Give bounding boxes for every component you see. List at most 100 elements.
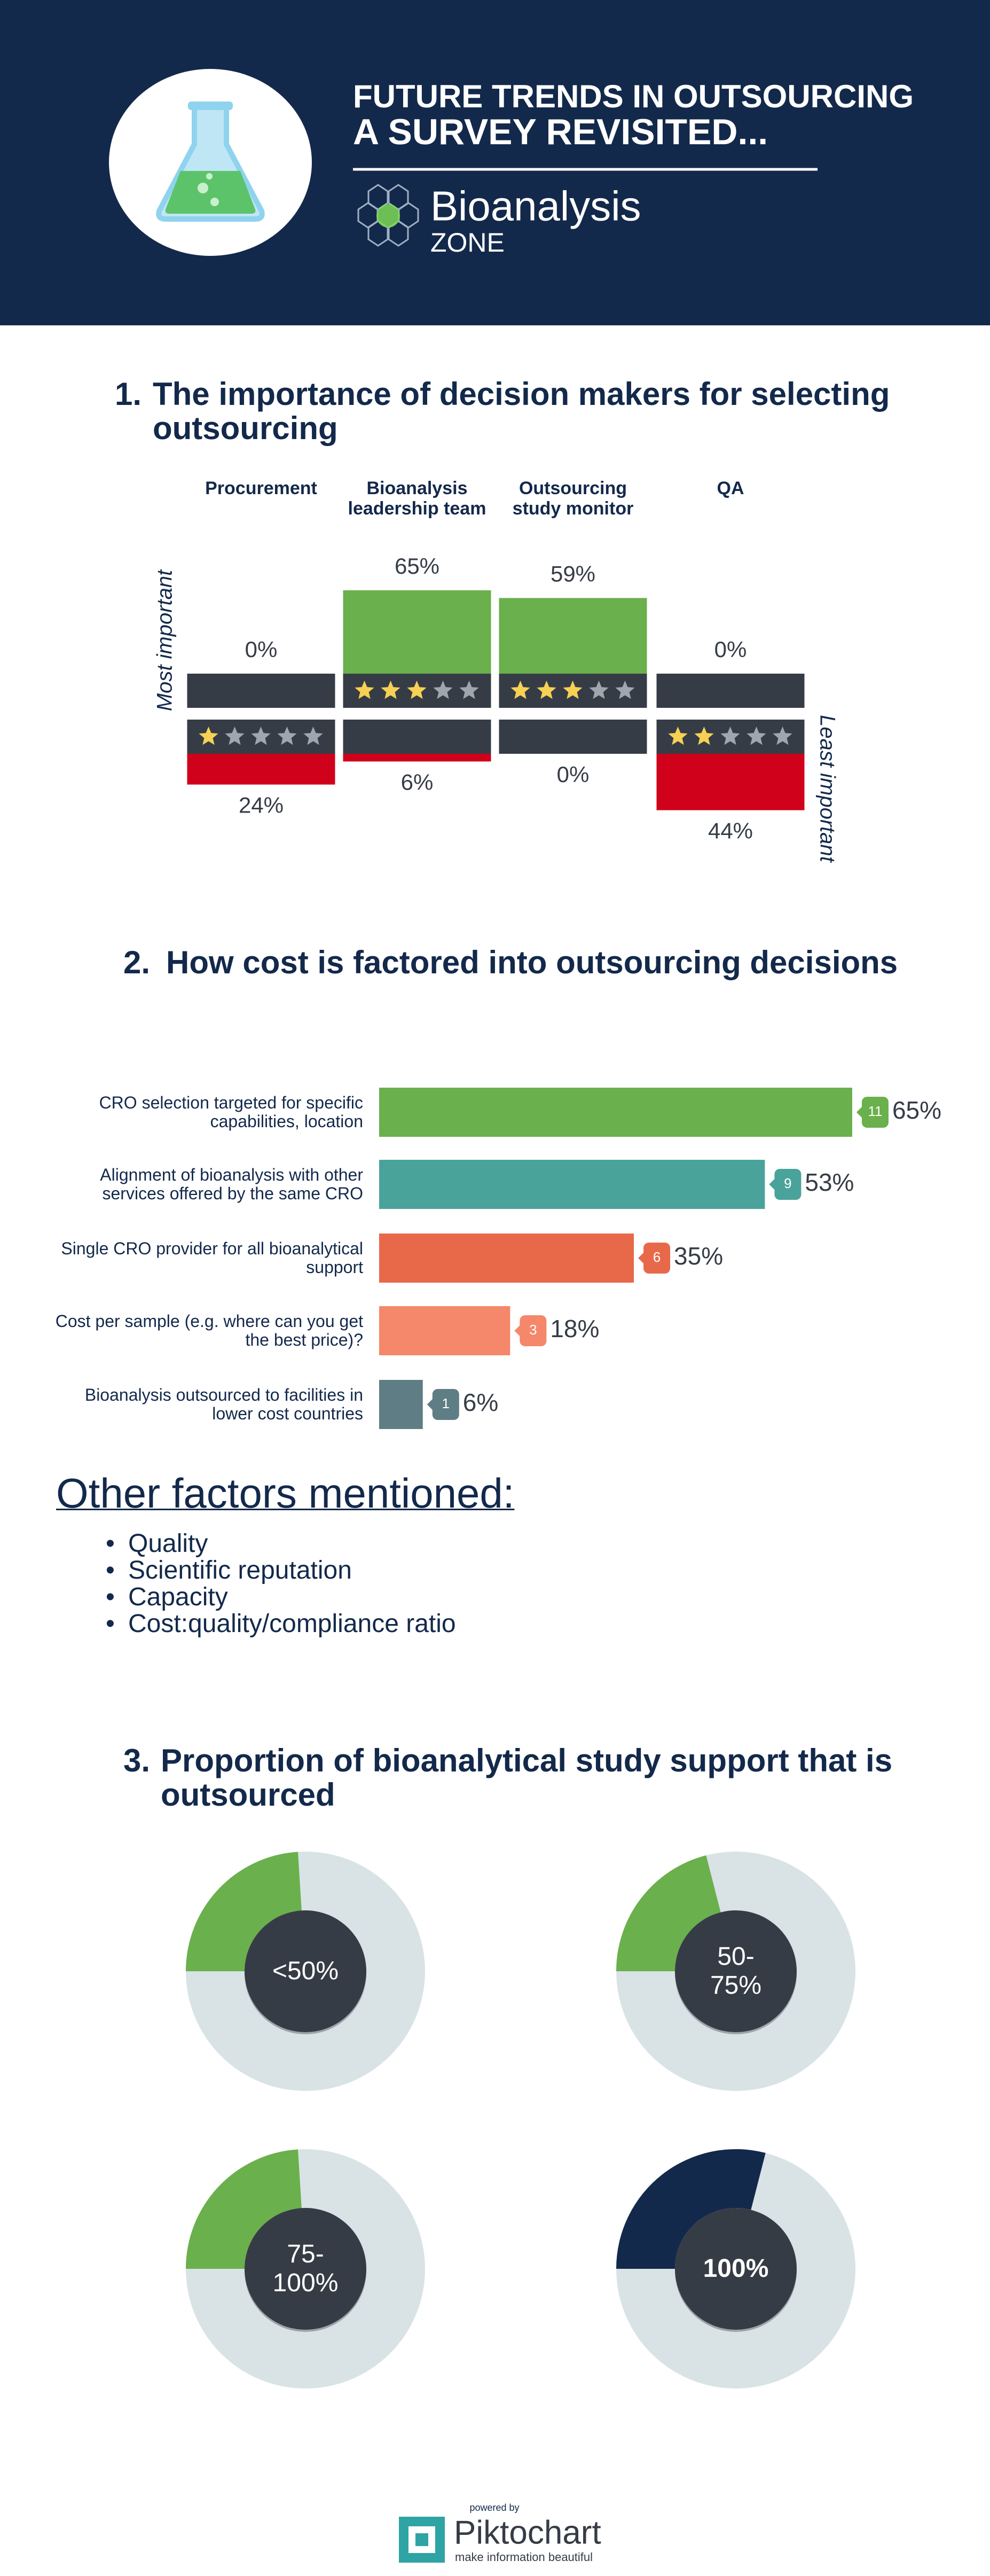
star bbox=[694, 727, 714, 745]
bar-label: Alignment of bioanalysis with other serv… bbox=[100, 1165, 363, 1203]
factor-item: Capacity bbox=[106, 1583, 228, 1612]
badge-pointer bbox=[514, 1324, 521, 1337]
value-label: 0% bbox=[714, 637, 747, 662]
badge bbox=[643, 1243, 671, 1274]
count-label: 1 bbox=[442, 1395, 450, 1411]
bar-label: Cost per sample (e.g. where can you get … bbox=[55, 1312, 363, 1349]
star bbox=[355, 681, 374, 699]
donut-slice bbox=[616, 1855, 721, 1971]
section-number: 2. bbox=[123, 944, 151, 980]
star-rating bbox=[510, 681, 635, 699]
bar bbox=[379, 1380, 423, 1429]
strip bbox=[187, 674, 335, 708]
star bbox=[459, 681, 479, 699]
star bbox=[199, 727, 218, 745]
donut-slice bbox=[616, 2149, 766, 2269]
axis-label: Most important bbox=[153, 569, 177, 711]
footer-brand: Piktochart bbox=[454, 2514, 601, 2551]
section-title: The importance of decision makers for se… bbox=[153, 376, 890, 446]
powered-by: powered by bbox=[469, 2502, 519, 2513]
count-label: 11 bbox=[868, 1103, 882, 1119]
axis-label: Least important bbox=[815, 715, 839, 863]
factor-item: Quality bbox=[106, 1530, 208, 1558]
count-label: 9 bbox=[784, 1175, 791, 1191]
category-label: QA bbox=[717, 478, 744, 498]
strip bbox=[343, 720, 491, 754]
header-title: A SURVEY REVISITED... bbox=[353, 112, 768, 152]
logo-text: Bioanalysis bbox=[430, 183, 641, 230]
donut-center bbox=[245, 1910, 366, 2032]
badge bbox=[432, 1389, 459, 1420]
badge-pointer bbox=[427, 1398, 434, 1411]
star bbox=[773, 727, 792, 745]
value-label: 0% bbox=[557, 762, 590, 787]
bar bbox=[379, 1306, 510, 1355]
star bbox=[277, 727, 297, 745]
value-label: 44% bbox=[708, 818, 753, 844]
donut-center bbox=[675, 1910, 797, 2032]
badge bbox=[520, 1315, 547, 1346]
bar bbox=[343, 590, 491, 674]
value-label: 24% bbox=[239, 793, 284, 818]
section-title: Proportion of bioanalytical study suppor… bbox=[161, 1743, 893, 1813]
star bbox=[668, 727, 688, 745]
value-label: 53% bbox=[805, 1168, 854, 1196]
factor-item: Cost:quality/compliance ratio bbox=[106, 1610, 456, 1638]
bar-label: Single CRO provider for all bioanalytica… bbox=[61, 1239, 363, 1277]
star bbox=[615, 681, 635, 699]
star bbox=[251, 727, 271, 745]
value-label: 18% bbox=[550, 1315, 599, 1342]
star bbox=[381, 681, 400, 699]
strip bbox=[656, 674, 805, 708]
category-label: Procurement bbox=[205, 478, 317, 498]
piktochart-icon bbox=[399, 2517, 445, 2563]
star bbox=[537, 681, 556, 699]
count-label: 3 bbox=[529, 1322, 537, 1338]
star bbox=[407, 681, 427, 699]
value-label: 0% bbox=[245, 637, 278, 662]
badge-pointer bbox=[769, 1178, 776, 1191]
category-label: Outsourcing study monitor bbox=[512, 478, 634, 519]
section-number: 3. bbox=[123, 1743, 151, 1778]
logo-glow bbox=[376, 204, 400, 228]
donut-label: 50-75% bbox=[710, 1942, 762, 2000]
other-factors-title: Other factors mentioned: bbox=[56, 1470, 515, 1517]
bar bbox=[379, 1160, 765, 1209]
logo-subtext: ZONE bbox=[430, 228, 505, 257]
bar bbox=[656, 754, 805, 810]
footer-tagline: make information beautiful bbox=[455, 2550, 593, 2564]
bar-label: Bioanalysis outsourced to facilities in … bbox=[84, 1385, 363, 1423]
section-title: How cost is factored into outsourcing de… bbox=[166, 944, 898, 980]
star bbox=[433, 681, 453, 699]
donut-center bbox=[675, 2208, 797, 2330]
bar bbox=[379, 1088, 852, 1137]
count-label: 6 bbox=[653, 1249, 661, 1265]
bar bbox=[499, 598, 647, 674]
section-number: 1. bbox=[115, 376, 142, 412]
donut-label: 100% bbox=[703, 2254, 769, 2283]
donut-label: 75-100% bbox=[272, 2240, 339, 2297]
star bbox=[225, 727, 245, 745]
star bbox=[589, 681, 609, 699]
value-label: 6% bbox=[463, 1388, 498, 1416]
bar-label: CRO selection targeted for specific capa… bbox=[99, 1093, 363, 1131]
star bbox=[510, 681, 530, 699]
factor-item: Scientific reputation bbox=[106, 1557, 352, 1585]
badge-pointer bbox=[856, 1106, 863, 1119]
header-title: FUTURE TRENDS IN OUTSOURCING bbox=[353, 79, 914, 114]
star bbox=[747, 727, 766, 745]
badge bbox=[861, 1097, 889, 1128]
donut-slice bbox=[186, 2149, 302, 2269]
value-label: 65% bbox=[395, 553, 439, 579]
bar bbox=[187, 754, 335, 785]
donut-slice bbox=[186, 1852, 302, 1971]
bar bbox=[343, 754, 491, 762]
value-label: 59% bbox=[551, 561, 595, 586]
donut-center bbox=[245, 2208, 366, 2330]
star bbox=[720, 727, 740, 745]
star-rating bbox=[199, 727, 323, 745]
value-label: 6% bbox=[401, 769, 434, 794]
star bbox=[303, 727, 323, 745]
